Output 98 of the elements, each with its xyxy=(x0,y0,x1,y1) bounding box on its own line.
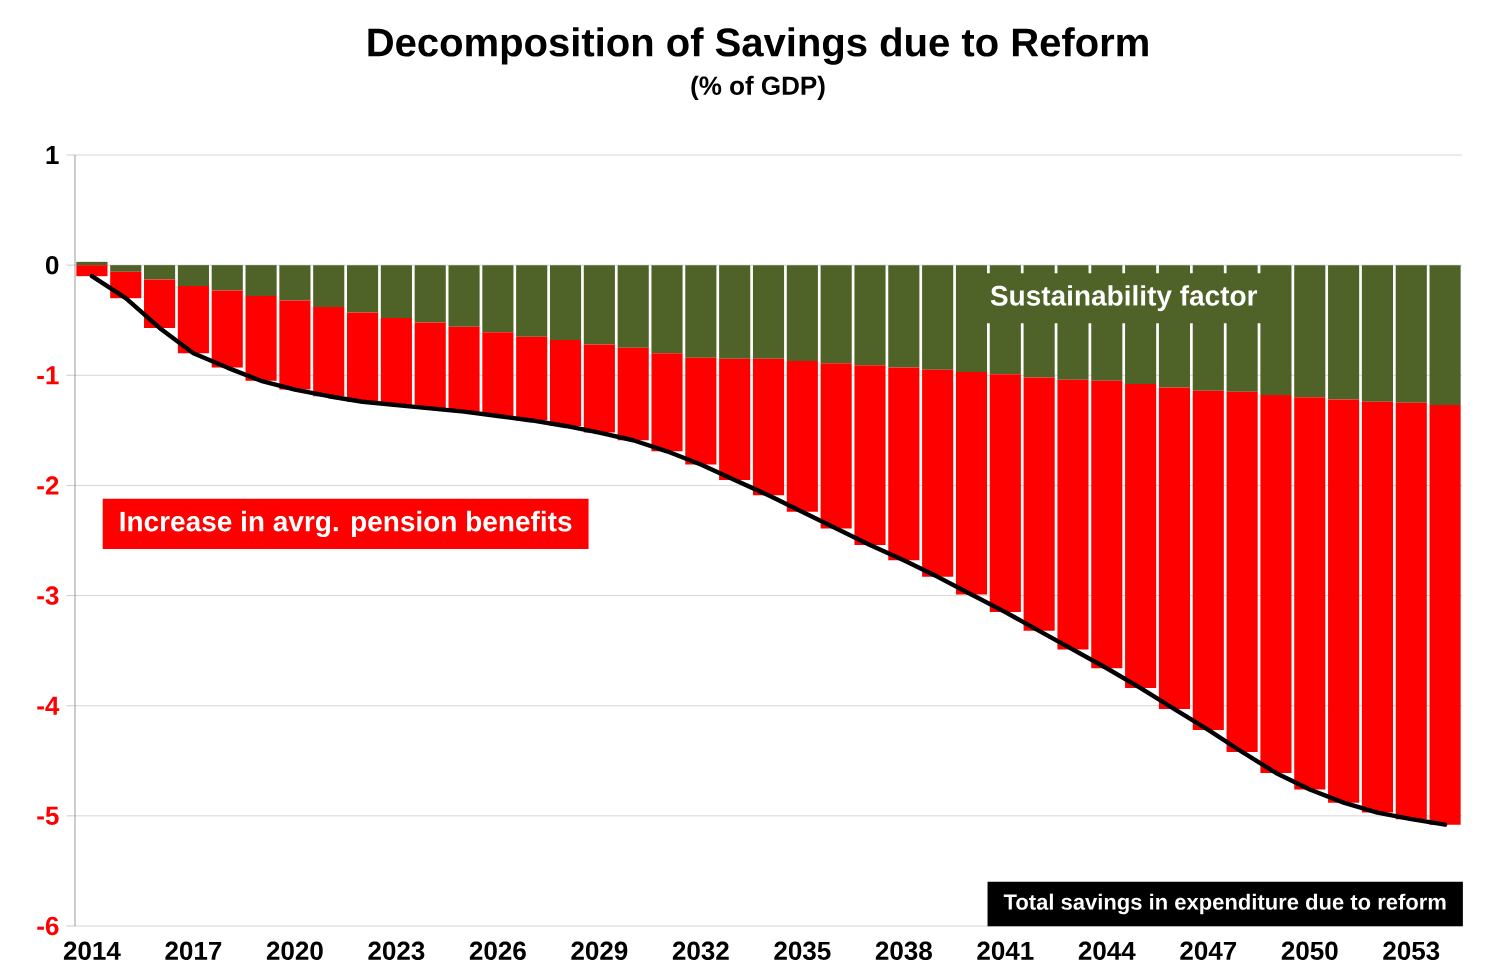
x-tick-label: 2020 xyxy=(266,941,323,961)
bar xyxy=(177,286,209,354)
bar xyxy=(144,265,176,280)
bar xyxy=(820,363,852,529)
x-tick-label: 2044 xyxy=(1078,941,1136,961)
bar xyxy=(245,295,277,381)
bar xyxy=(549,265,582,341)
bar xyxy=(1429,265,1461,406)
bar xyxy=(617,265,649,348)
chart-subtitle: (% of GDP) xyxy=(691,75,825,101)
x-tick-label: 2053 xyxy=(1383,941,1440,961)
bar xyxy=(955,371,988,595)
x-tick-label: 2035 xyxy=(774,941,831,961)
y-tick-label: -2 xyxy=(37,476,59,495)
bar xyxy=(347,265,379,313)
bar xyxy=(1361,401,1393,813)
bar xyxy=(820,265,852,364)
bar xyxy=(380,265,412,319)
bar xyxy=(245,265,277,296)
bar xyxy=(888,265,920,368)
series-label: Sustainability factor xyxy=(990,285,1258,312)
bar xyxy=(482,332,514,417)
bar xyxy=(651,265,683,354)
bar xyxy=(76,265,108,277)
x-tick-label: 2023 xyxy=(368,941,425,961)
bar xyxy=(752,358,785,496)
bar xyxy=(1125,384,1157,689)
y-tick-label: -1 xyxy=(37,366,59,385)
bar xyxy=(414,322,446,409)
y-tick-label: -6 xyxy=(37,916,59,936)
x-tick-label: 2050 xyxy=(1281,941,1338,961)
bar xyxy=(583,344,615,433)
bar xyxy=(922,265,954,370)
bar xyxy=(888,367,920,561)
bar xyxy=(482,265,514,333)
bar xyxy=(1294,265,1326,398)
y-tick-label: 1 xyxy=(46,146,59,164)
bar xyxy=(651,353,683,452)
bar xyxy=(1260,395,1292,773)
bar xyxy=(211,290,243,368)
bar xyxy=(786,360,818,512)
bar xyxy=(854,265,886,366)
bar xyxy=(144,279,176,328)
bar xyxy=(76,261,108,266)
bar xyxy=(211,265,243,291)
bar xyxy=(1429,405,1461,825)
bar xyxy=(1328,399,1360,803)
text: Total savings in expenditure due to reform xyxy=(1003,893,1446,915)
bar xyxy=(922,369,954,577)
bar xyxy=(752,265,785,359)
y-tick-label: -3 xyxy=(37,586,59,605)
bar xyxy=(110,265,142,272)
x-tick-label: 2014 xyxy=(63,941,121,961)
y-tick-label: -5 xyxy=(37,806,59,825)
bar xyxy=(1361,265,1393,402)
bar xyxy=(549,340,582,426)
bar xyxy=(1328,265,1360,400)
text: Increase in avrg. pension benefits xyxy=(120,510,572,538)
x-tick-label: 2032 xyxy=(672,941,729,961)
bar xyxy=(719,265,751,359)
bar xyxy=(1294,397,1326,790)
bar xyxy=(313,265,345,307)
bar xyxy=(1023,377,1055,631)
x-tick-label: 2017 xyxy=(165,941,222,961)
y-tick-label: 0 xyxy=(45,255,59,275)
bar xyxy=(313,307,345,397)
bar xyxy=(1158,387,1191,710)
bar xyxy=(1226,391,1258,752)
bar xyxy=(448,326,480,412)
bar xyxy=(1395,402,1427,820)
bar xyxy=(989,374,1021,613)
bar xyxy=(279,300,311,390)
x-tick-label: 2026 xyxy=(469,941,526,961)
bar xyxy=(583,265,615,345)
bar xyxy=(516,265,548,337)
bar xyxy=(380,318,412,406)
bar xyxy=(685,357,717,465)
bar xyxy=(279,265,311,301)
bar xyxy=(719,358,751,480)
y-tick-label: -4 xyxy=(37,696,60,715)
bar xyxy=(414,265,446,323)
bar xyxy=(786,265,818,361)
x-tick-label: 2041 xyxy=(977,941,1034,961)
bar xyxy=(1091,380,1123,669)
bar xyxy=(1057,379,1089,650)
bar xyxy=(177,265,209,287)
x-tick-label: 2047 xyxy=(1180,941,1237,961)
x-tick-label: 2029 xyxy=(571,941,628,961)
bar xyxy=(347,312,379,402)
chart-title: Decomposition of Savings due to Reform xyxy=(368,27,1148,65)
bar xyxy=(854,365,886,545)
bar xyxy=(685,265,717,358)
x-tick-label: 2038 xyxy=(875,941,932,961)
bar xyxy=(1395,265,1427,403)
bar xyxy=(617,347,649,441)
bar xyxy=(1192,390,1224,730)
bar xyxy=(448,265,480,327)
bar xyxy=(516,336,548,421)
